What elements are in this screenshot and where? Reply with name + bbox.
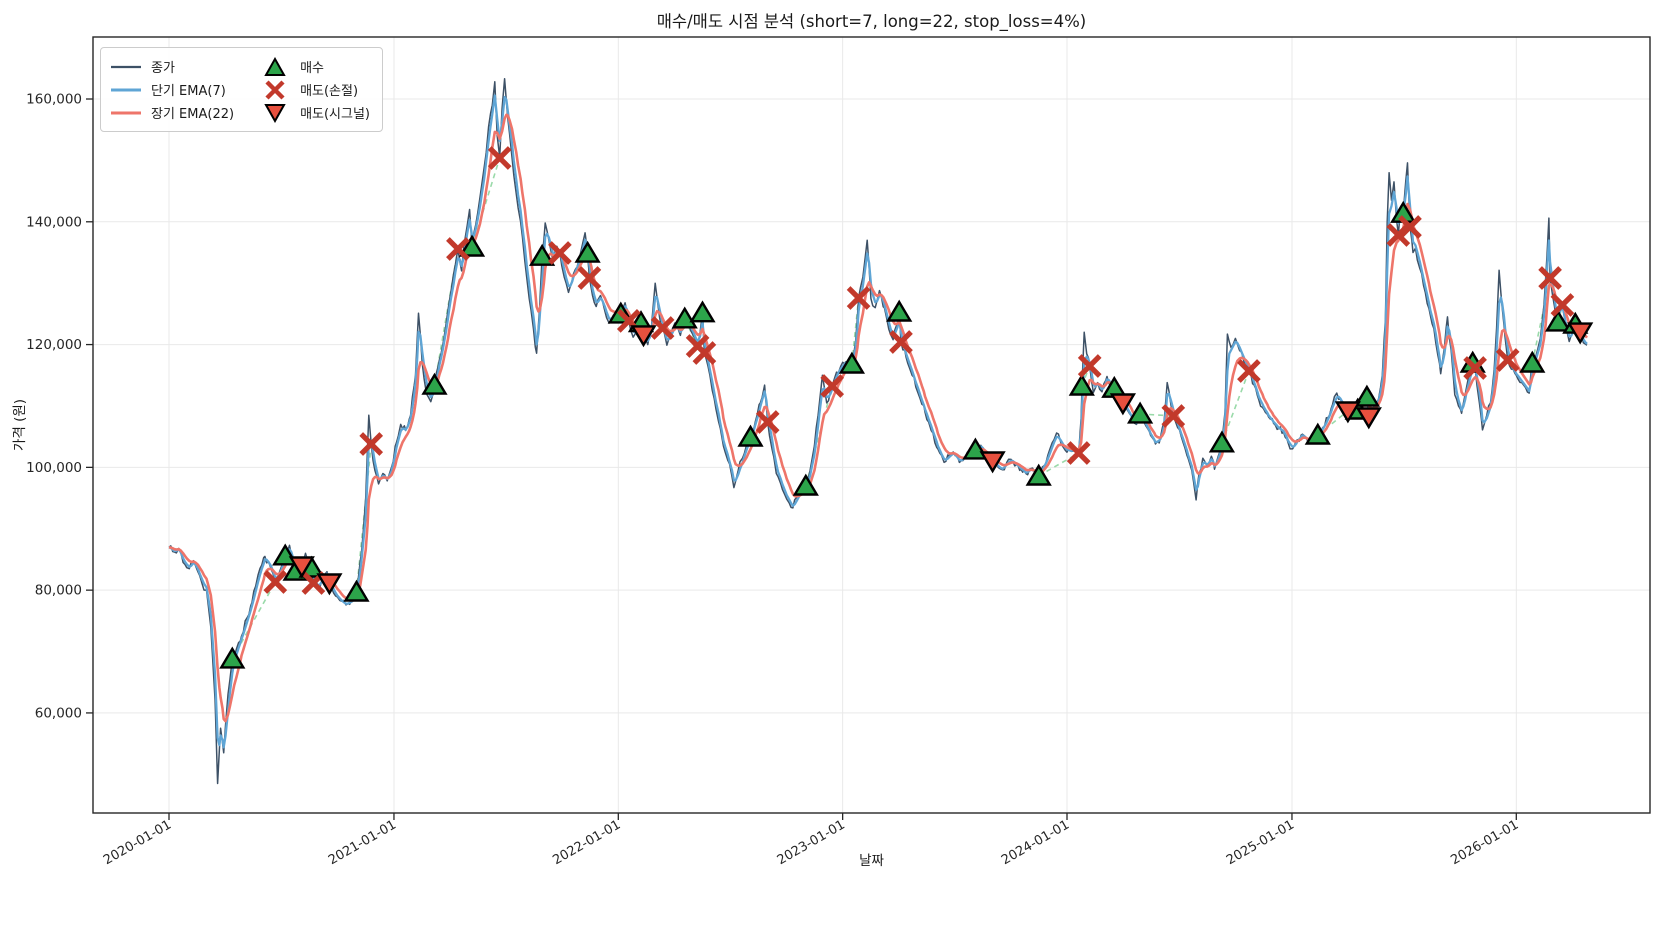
close-line-icon — [111, 64, 141, 70]
sell-stoploss-marker — [1077, 354, 1102, 378]
sell-stoploss-marker — [446, 237, 470, 261]
buy-marker — [528, 243, 556, 266]
buy-marker — [671, 306, 698, 329]
buy-marker — [1544, 309, 1572, 332]
hold-connector — [1317, 410, 1349, 436]
x-axis-label: 날짜 — [859, 853, 884, 869]
sell-stoploss-marker — [1495, 348, 1520, 372]
buy-marker — [1353, 384, 1381, 407]
sell-stoploss-marker — [755, 410, 780, 434]
sell-signal-marker — [979, 451, 1006, 474]
legend-item-sell-stoploss-marker: 매도(손절) — [260, 78, 370, 101]
sell-signal-marker — [288, 556, 315, 579]
sell-stoploss-marker — [1161, 404, 1186, 428]
buy-marker — [219, 646, 246, 669]
y-tick-label: 60,000 — [35, 705, 82, 721]
buy-marker — [689, 300, 716, 323]
sell-stoploss-marker — [846, 286, 871, 310]
sell-signal-marker — [1109, 393, 1137, 416]
plot-border — [92, 36, 1651, 814]
buy-marker — [1304, 422, 1331, 445]
y-tick-label: 140,000 — [26, 214, 82, 230]
buy-marker — [574, 240, 601, 263]
buy-marker — [1126, 401, 1154, 424]
sell-stoploss-marker — [889, 330, 913, 354]
x-tick-label: 2025-01-01 — [1224, 817, 1297, 868]
x-tick-label: 2024-01-01 — [999, 817, 1072, 868]
sell-stoploss-marker — [1237, 359, 1261, 383]
buy-marker — [838, 351, 866, 374]
buy-marker — [458, 234, 486, 257]
sell-stoploss-marker — [1386, 223, 1411, 247]
buy-marker — [737, 424, 764, 447]
y-tick-label: 80,000 — [35, 583, 82, 599]
legend-item-ema-short-line: 단기 EMA(7) — [111, 78, 234, 101]
y-tick-label: 100,000 — [26, 460, 82, 476]
sell-stoploss-marker — [650, 316, 675, 340]
legend-label: 장기 EMA(22) — [151, 107, 235, 122]
sell-stoploss-marker — [1066, 441, 1091, 465]
sell-signal-marker — [1567, 322, 1594, 345]
buy-marker — [886, 299, 913, 322]
legend-label: 매도(시그널) — [300, 107, 371, 122]
ema-short-line-icon — [111, 87, 141, 93]
ema-short-line — [168, 94, 1588, 749]
buy-marker-icon — [260, 56, 290, 77]
sell-stoploss-marker — [1463, 356, 1487, 380]
y-tick-label: 120,000 — [26, 337, 82, 353]
sell-stoploss-marker — [1538, 266, 1562, 290]
sell-stoploss-marker — [359, 432, 384, 456]
x-tick-label: 2021-01-01 — [326, 817, 399, 868]
y-tick-label: 160,000 — [26, 92, 82, 108]
legend-label: 매도(손절) — [300, 84, 359, 99]
sell-stoploss-marker — [692, 341, 717, 365]
sell-stoploss-marker — [1398, 215, 1422, 239]
sell-stoploss-marker — [820, 374, 845, 398]
close-line — [168, 77, 1588, 785]
sell-stoploss-marker — [487, 146, 512, 170]
legend-label: 매수 — [300, 61, 324, 76]
x-tick-label: 2026-01-01 — [1448, 817, 1521, 868]
sell-stoploss-marker — [263, 570, 288, 594]
legend-label: 단기 EMA(7) — [151, 84, 226, 99]
hold-connector — [231, 581, 277, 660]
sell-signal-marker — [630, 325, 657, 348]
sell-stoploss-marker — [577, 266, 602, 290]
chart-title: 매수/매도 시점 분석 (short=7, long=22, stop_loss… — [656, 12, 1087, 31]
sell-signal-marker-icon — [260, 103, 290, 123]
sell-signal-marker — [1334, 401, 1362, 424]
buy-marker — [343, 579, 370, 602]
buy-marker — [1519, 350, 1546, 373]
sell-stoploss-marker — [1550, 293, 1575, 317]
sell-stoploss-marker-icon — [260, 79, 290, 100]
buy-marker — [1208, 430, 1236, 453]
buy-marker — [1025, 463, 1052, 486]
legend-item-buy-marker: 매수 — [260, 55, 370, 78]
legend-item-ema-long-line: 장기 EMA(22) — [111, 101, 234, 124]
sell-stoploss-marker — [548, 241, 572, 265]
sell-signal-marker — [316, 573, 343, 596]
buy-marker — [792, 473, 819, 496]
legend-item-close-line: 종가 — [111, 55, 234, 78]
sell-signal-marker — [1355, 407, 1382, 430]
buy-marker — [962, 437, 989, 460]
ema-long-line-icon — [111, 110, 141, 116]
buy-marker — [1068, 373, 1095, 396]
x-tick-label: 2022-01-01 — [550, 817, 623, 868]
y-axis-label: 가격 (원) — [12, 399, 28, 451]
x-tick-label: 2020-01-01 — [101, 817, 174, 868]
hold-connector — [471, 157, 501, 248]
legend-item-sell-signal-marker: 매도(시그널) — [260, 101, 370, 124]
buy-marker — [421, 372, 448, 395]
legend-label: 종가 — [151, 61, 175, 76]
x-tick-label: 2023-01-01 — [775, 817, 848, 868]
